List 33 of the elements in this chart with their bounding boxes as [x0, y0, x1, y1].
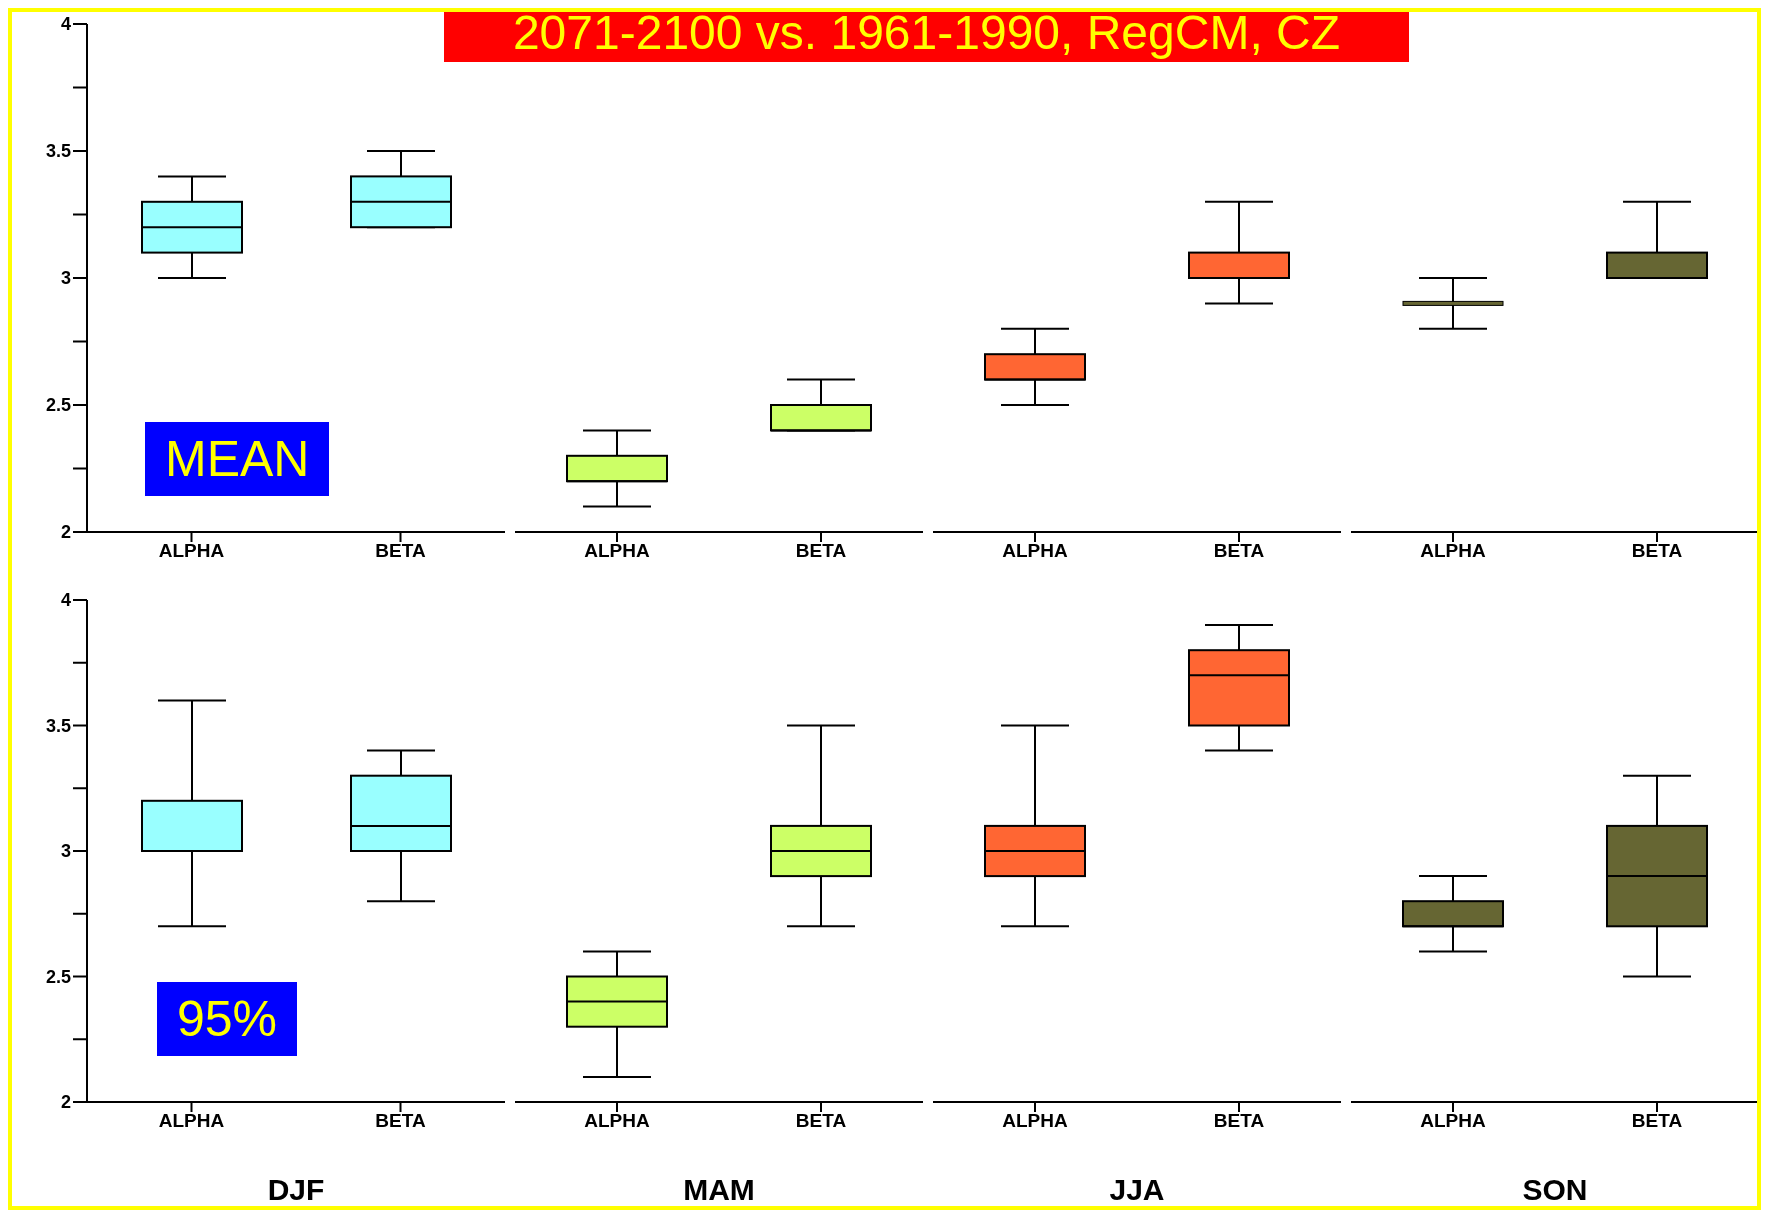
y-tick-label: 3 [60, 841, 71, 862]
y-tick-label: 2 [60, 1092, 71, 1113]
x-tick-label: BETA [1631, 540, 1683, 562]
x-tick-label: ALPHA [584, 540, 650, 562]
x-tick-label: BETA [795, 540, 847, 562]
x-tick-label: BETA [1213, 1110, 1265, 1132]
x-axis-title: DJF [267, 1173, 325, 1206]
x-tick-label: ALPHA [584, 1110, 650, 1132]
y-tick-label: 4 [60, 14, 71, 35]
x-tick-label: ALPHA [158, 1110, 225, 1132]
y-tick-label: 3.5 [45, 141, 71, 162]
x-tick-label: ALPHA [1002, 540, 1068, 562]
annotation: MEAN [145, 422, 330, 496]
x-tick-label: ALPHA [1002, 1110, 1068, 1132]
x-tick-label: ALPHA [1420, 540, 1486, 562]
x-tick-label: BETA [375, 1110, 426, 1132]
x-tick-label: ALPHA [1420, 1110, 1486, 1132]
x-axis-title: MAM [683, 1173, 755, 1206]
y-tick-label: 3.5 [45, 715, 71, 736]
x-tick-label: BETA [795, 1110, 847, 1132]
x-tick-label: BETA [375, 540, 426, 562]
y-tick-label: 2 [60, 522, 71, 543]
x-axis-title: SON [1522, 1173, 1588, 1206]
x-axis-title: JJA [1109, 1173, 1165, 1206]
annotation: 95% [157, 982, 298, 1056]
x-tick-label: ALPHA [158, 540, 225, 562]
text: 2071-2100 vs. 1961-1990, RegCM, CZ [511, 11, 1342, 61]
y-tick-label: 4 [60, 590, 71, 611]
y-tick-label: 3 [60, 268, 71, 289]
y-tick-label: 2.5 [45, 966, 71, 987]
y-tick-label: 2.5 [45, 395, 71, 416]
x-tick-label: BETA [1213, 540, 1265, 562]
x-tick-label: BETA [1631, 1110, 1683, 1132]
